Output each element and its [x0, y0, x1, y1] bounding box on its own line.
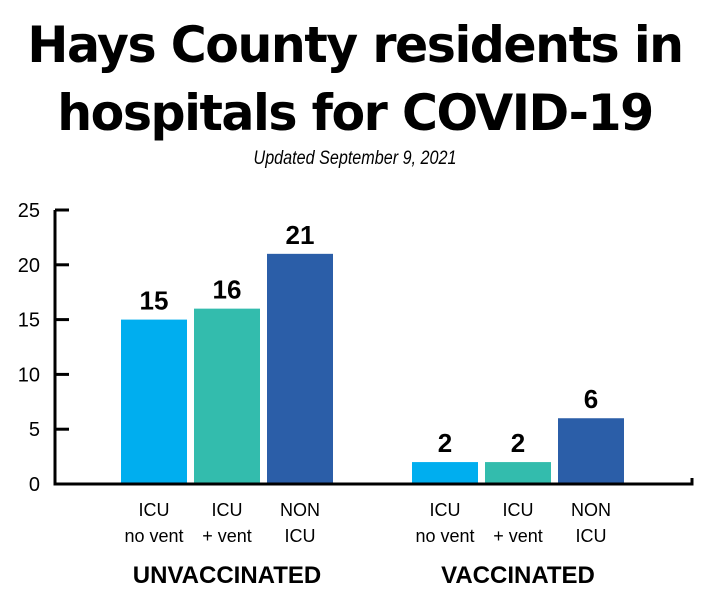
category-label-line-1: ICU [430, 500, 461, 520]
chart-subtitle: Updated September 9, 2021 [253, 148, 457, 169]
bar [267, 253, 333, 483]
y-tick-label: 25 [18, 200, 40, 222]
bar [412, 462, 478, 483]
y-tick-label: 15 [18, 310, 40, 332]
group-label: VACCINATED [441, 562, 595, 589]
group-label: UNVACCINATED [133, 562, 321, 589]
category-label-line-1: ICU [503, 500, 534, 520]
chart-title-line-2: hospitals for COVID-19 [57, 84, 654, 142]
data-label: 15 [140, 286, 169, 316]
bar [194, 308, 260, 483]
category-label-line-1: NON [571, 500, 611, 520]
category-label-line-1: ICU [212, 500, 243, 520]
bar [121, 319, 187, 483]
data-label: 2 [438, 428, 452, 458]
data-label: 6 [584, 384, 598, 414]
chart-title-line-1: Hays County residents in [27, 16, 684, 74]
data-label: 2 [511, 428, 525, 458]
category-label-line-2: + vent [493, 526, 543, 546]
data-label: 16 [213, 275, 242, 305]
y-tick-label: 10 [18, 364, 40, 386]
y-tick-label: 0 [29, 474, 40, 496]
bar [485, 462, 551, 483]
category-label-line-1: NON [280, 500, 320, 520]
category-label-line-2: no vent [415, 526, 474, 546]
category-label-line-1: ICU [139, 500, 170, 520]
y-tick-label: 20 [18, 255, 40, 277]
y-tick-label: 5 [29, 419, 40, 441]
category-label-line-2: no vent [124, 526, 183, 546]
category-label-line-2: + vent [202, 526, 252, 546]
data-label: 21 [286, 220, 315, 250]
bar [558, 418, 624, 483]
category-label-line-2: ICU [285, 526, 316, 546]
category-label-line-2: ICU [576, 526, 607, 546]
